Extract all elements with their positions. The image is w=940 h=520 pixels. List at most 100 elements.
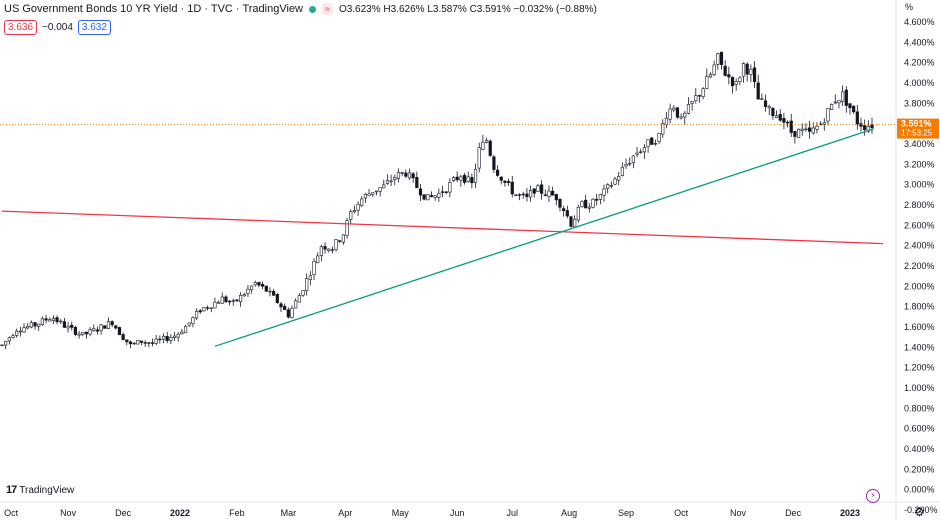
candle-body	[40, 318, 44, 326]
candle-body	[580, 201, 584, 208]
y-tick-label: 1.400%	[904, 342, 935, 352]
x-tick-label: Apr	[338, 508, 352, 518]
candle-body	[573, 218, 577, 228]
x-tick-label: May	[392, 508, 410, 518]
candle-body	[125, 339, 129, 343]
candle-body	[697, 95, 702, 97]
candle-body	[631, 155, 635, 163]
candle-body	[345, 220, 349, 236]
candle-body	[716, 53, 720, 65]
candle-body	[547, 190, 551, 197]
candle-body	[418, 188, 423, 196]
x-tick-label: Jun	[450, 508, 465, 518]
candle-body	[455, 176, 459, 181]
candle-body	[760, 98, 764, 100]
x-tick-label: Dec	[785, 508, 802, 518]
y-tick-label: 3.000%	[904, 180, 935, 190]
candle-body	[642, 147, 647, 153]
candle-body	[183, 325, 188, 334]
candle-body	[305, 278, 309, 292]
candle-body	[503, 180, 507, 183]
candle-body	[852, 105, 856, 113]
candle-body	[569, 216, 573, 227]
candle-body	[264, 285, 268, 292]
candle-body	[415, 177, 419, 188]
candle-body	[308, 275, 312, 280]
candle-body	[194, 311, 199, 319]
logo-text: TradingView	[19, 484, 75, 496]
buy-price-button[interactable]: 3.632	[77, 20, 111, 35]
candle-body	[521, 193, 525, 196]
candle-body	[451, 177, 456, 182]
candle-body	[756, 82, 760, 100]
x-tick-label: Aug	[561, 508, 577, 518]
spread-value: −0.004	[42, 22, 73, 33]
candle-body	[517, 194, 522, 196]
candle-body	[576, 206, 580, 221]
y-tick-label: 2.400%	[904, 241, 935, 251]
y-tick-label: 3.200%	[904, 159, 935, 169]
tradingview-logo: 17 TradingView	[6, 484, 74, 496]
candle-body	[55, 317, 59, 323]
candle-body	[0, 344, 4, 347]
candle-body	[562, 208, 566, 212]
symbol-title[interactable]: US Government Bonds 10 YR Yield · 1D · T…	[4, 3, 303, 15]
candle-body	[139, 340, 144, 343]
candle-body	[4, 340, 8, 346]
candle-body	[393, 177, 397, 180]
market-status-icon	[308, 5, 316, 13]
candle-body	[319, 246, 323, 256]
sell-price-button[interactable]: 3.636	[4, 20, 38, 35]
candle-body	[540, 184, 544, 194]
candle-body	[855, 111, 859, 125]
candle-body	[584, 199, 588, 209]
candle-body	[529, 190, 533, 198]
candle-body	[239, 294, 243, 303]
candle-body	[253, 282, 257, 286]
candle-body	[29, 322, 33, 328]
candle-body	[88, 329, 92, 335]
candle-body	[51, 318, 55, 321]
candle-body	[683, 112, 687, 118]
candle-body	[595, 198, 599, 201]
candle-body	[741, 63, 746, 77]
candle-body	[227, 300, 232, 303]
candle-body	[624, 163, 628, 167]
candle-body	[283, 305, 287, 310]
candle-body	[242, 294, 246, 297]
x-tick-label: 2023	[840, 508, 860, 518]
x-tick-label: Oct	[4, 508, 19, 518]
candle-body	[407, 172, 412, 179]
candle-body	[81, 331, 85, 335]
candle-body	[598, 194, 602, 200]
candle-body	[668, 108, 672, 120]
x-tick-label: Jul	[506, 508, 518, 518]
candle-body	[796, 128, 801, 138]
y-tick-label: 0.400%	[904, 444, 935, 454]
lightning-icon[interactable]: ⚡	[866, 489, 880, 503]
candle-body	[664, 117, 669, 125]
candle-body	[785, 121, 790, 124]
candle-body	[44, 318, 48, 321]
candle-body	[719, 51, 724, 65]
countdown-label: 17:53:25	[901, 129, 933, 138]
candle-body	[437, 192, 441, 198]
candle-body	[675, 107, 680, 118]
y-tick-label: 4.400%	[904, 37, 935, 47]
candle-body	[830, 104, 834, 110]
candle-body	[602, 188, 606, 196]
candle-body	[275, 294, 279, 303]
candle-body	[48, 319, 52, 322]
candle-body	[37, 323, 41, 327]
candle-body	[679, 116, 683, 119]
candle-body	[396, 172, 401, 179]
y-tick-label: 1.800%	[904, 302, 935, 312]
candle-body	[180, 331, 184, 335]
gear-icon[interactable]: ⚙	[914, 505, 925, 519]
candle-body	[448, 182, 452, 193]
candle-body	[694, 95, 698, 102]
candle-body	[382, 184, 386, 189]
candle-body	[301, 290, 305, 296]
y-tick-label: 0.800%	[904, 403, 935, 413]
